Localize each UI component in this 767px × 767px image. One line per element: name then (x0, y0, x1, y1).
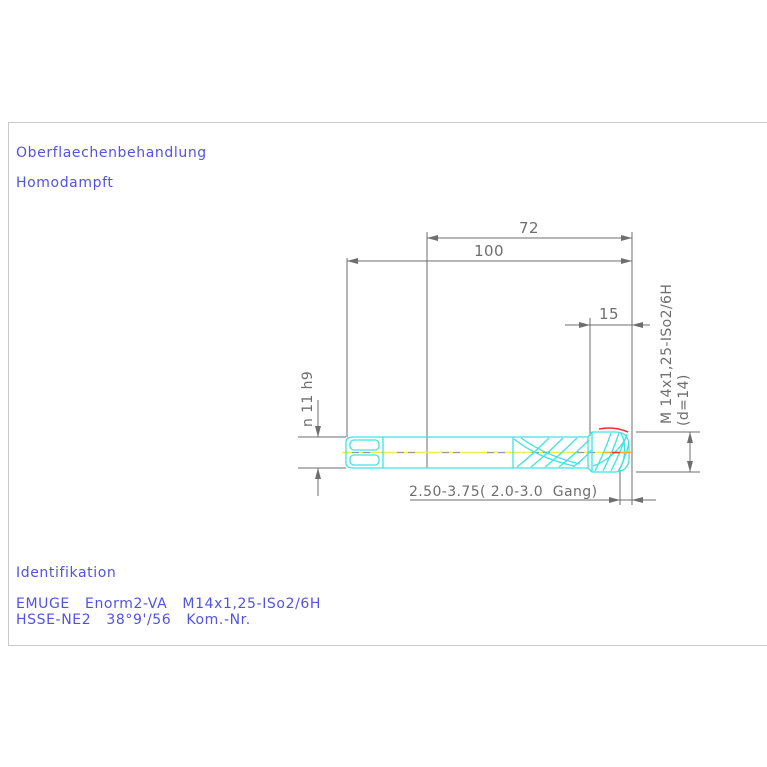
accent-marks (598, 427, 631, 454)
square-flat-bottom (349, 454, 380, 466)
surface-treatment-label: Oberflaechenbehandlung (16, 145, 207, 161)
tool-outline (345, 431, 630, 473)
square-end-outline (345, 436, 383, 469)
nominal-diameter-label: (d=14) (676, 374, 692, 426)
dim-72-label: 72 (519, 219, 539, 237)
square-flat-top (349, 439, 380, 451)
identification-line1: EMUGE Enorm2-VA M14x1,25-ISo2/6H (16, 596, 322, 612)
dimension-lines (298, 232, 700, 505)
identification-label: Identifikation (16, 565, 117, 581)
identification-line2: HSSE-NE2 38°9'/56 Kom.-Nr. (16, 612, 251, 628)
dimension-arrows (315, 235, 693, 503)
thread-designation-label: M 14x1,25-ISo2/6H (659, 284, 675, 424)
dim-100-label: 100 (474, 242, 504, 260)
flute-spirals (513, 437, 592, 468)
surface-treatment-value: Homodampft (16, 175, 114, 191)
red-top-mark (598, 427, 629, 433)
sheet-frame-bottom (8, 645, 767, 646)
sheet-frame-left (8, 122, 9, 645)
shank-diameter-label: n 11 h9 (300, 371, 316, 427)
sheet-frame-top (8, 122, 767, 123)
dim-15-label: 15 (599, 305, 619, 323)
dim-chamfer-label: 2.50-3.75( 2.0-3.0 Gang) (409, 484, 597, 500)
